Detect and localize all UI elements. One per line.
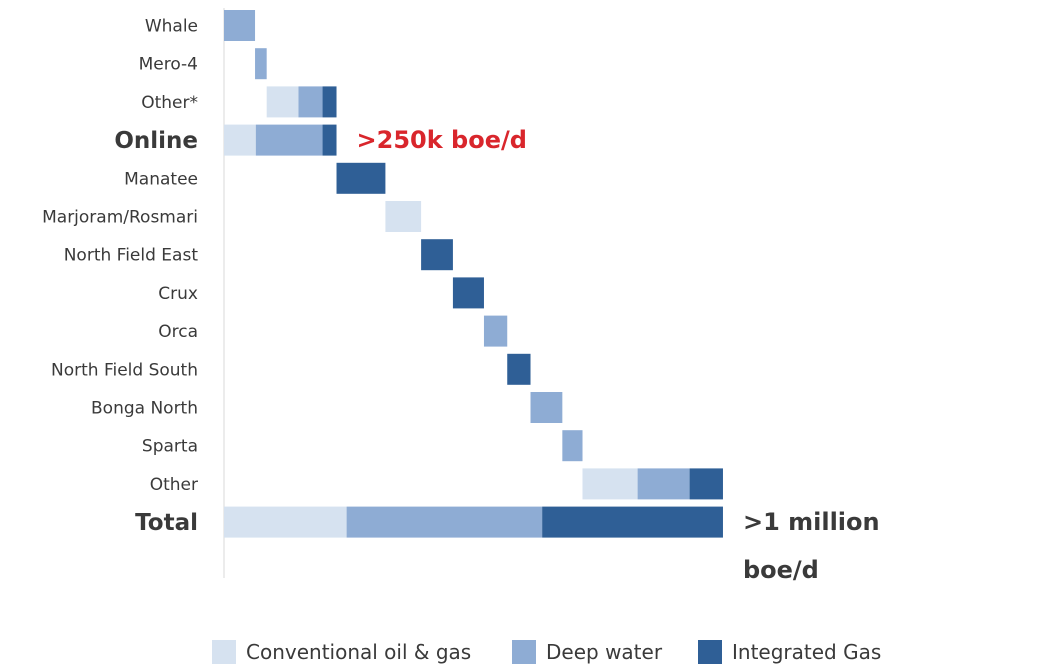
- category-label-whale: Whale: [145, 17, 198, 37]
- bar-manatee-integrated-gas: [336, 162, 386, 194]
- bar-other-conventional-oil-gas: [582, 468, 638, 500]
- legend-label-deep-water: Deep water: [546, 640, 663, 664]
- category-label-north-field-east: North Field East: [64, 246, 199, 266]
- bar-total-conventional-oil-gas: [224, 506, 347, 538]
- bars-group: [224, 10, 723, 538]
- legend-label-conventional-oil-gas: Conventional oil & gas: [246, 640, 471, 664]
- bar-crux-integrated-gas: [452, 277, 484, 309]
- legend-item-conventional-oil-gas: Conventional oil & gas: [212, 640, 471, 664]
- annotation-online: >250k boe/d: [357, 126, 527, 154]
- category-label-online: Online: [114, 128, 198, 154]
- legend: Conventional oil & gas Deep water Integrat…: [212, 640, 881, 664]
- bar-other-deep-water: [298, 86, 323, 118]
- bar-total-deep-water: [346, 506, 543, 538]
- bar-online-integrated-gas: [322, 124, 337, 156]
- bar-sparta-deep-water: [562, 430, 583, 462]
- legend-swatch-deep-water: [512, 640, 536, 664]
- category-label-other: Other: [150, 475, 198, 495]
- category-label-bonga-north: Bonga North: [91, 399, 198, 419]
- bar-whale-deep-water: [224, 10, 256, 41]
- bar-total-integrated-gas: [542, 506, 723, 538]
- bar-online-conventional-oil-gas: [224, 124, 256, 156]
- bar-orca-deep-water: [483, 315, 508, 347]
- annotations-group: >250k boe/d >1 million boe/d: [357, 126, 880, 584]
- category-label-north-field-south: North Field South: [51, 360, 198, 380]
- annotation-total-line-2: boe/d: [743, 556, 819, 584]
- category-label-manatee: Manatee: [124, 169, 198, 189]
- category-label-marjoram-rosmari: Marjoram/Rosmari: [42, 208, 198, 228]
- bar-mero-4-deep-water: [255, 48, 267, 80]
- bar-other-deep-water: [637, 468, 690, 500]
- category-label-orca: Orca: [158, 322, 198, 342]
- bar-online-deep-water: [255, 124, 323, 156]
- bar-north-field-east-integrated-gas: [421, 239, 453, 271]
- category-label-crux: Crux: [158, 284, 198, 304]
- bar-marjoram-rosmari-conventional-oil-gas: [385, 201, 422, 232]
- legend-item-integrated-gas: Integrated Gas: [698, 640, 881, 664]
- category-label-other: Other*: [141, 93, 198, 113]
- bar-other-integrated-gas: [689, 468, 723, 500]
- legend-swatch-conventional-oil-gas: [212, 640, 236, 664]
- legend-label-integrated-gas: Integrated Gas: [732, 640, 881, 664]
- bar-north-field-south-integrated-gas: [507, 353, 531, 385]
- bar-other-integrated-gas: [322, 86, 337, 118]
- category-label-total: Total: [135, 510, 198, 536]
- legend-item-deep-water: Deep water: [512, 640, 663, 664]
- bar-other-conventional-oil-gas: [266, 86, 299, 118]
- category-label-mero-4: Mero-4: [139, 55, 198, 75]
- bar-bonga-north-deep-water: [530, 392, 563, 423]
- legend-swatch-integrated-gas: [698, 640, 722, 664]
- category-labels-group: Whale Mero-4 Other* Online Manatee Marjoram/R…: [42, 17, 198, 537]
- annotation-total-line-1: >1 million: [743, 508, 880, 536]
- category-label-sparta: Sparta: [142, 437, 198, 457]
